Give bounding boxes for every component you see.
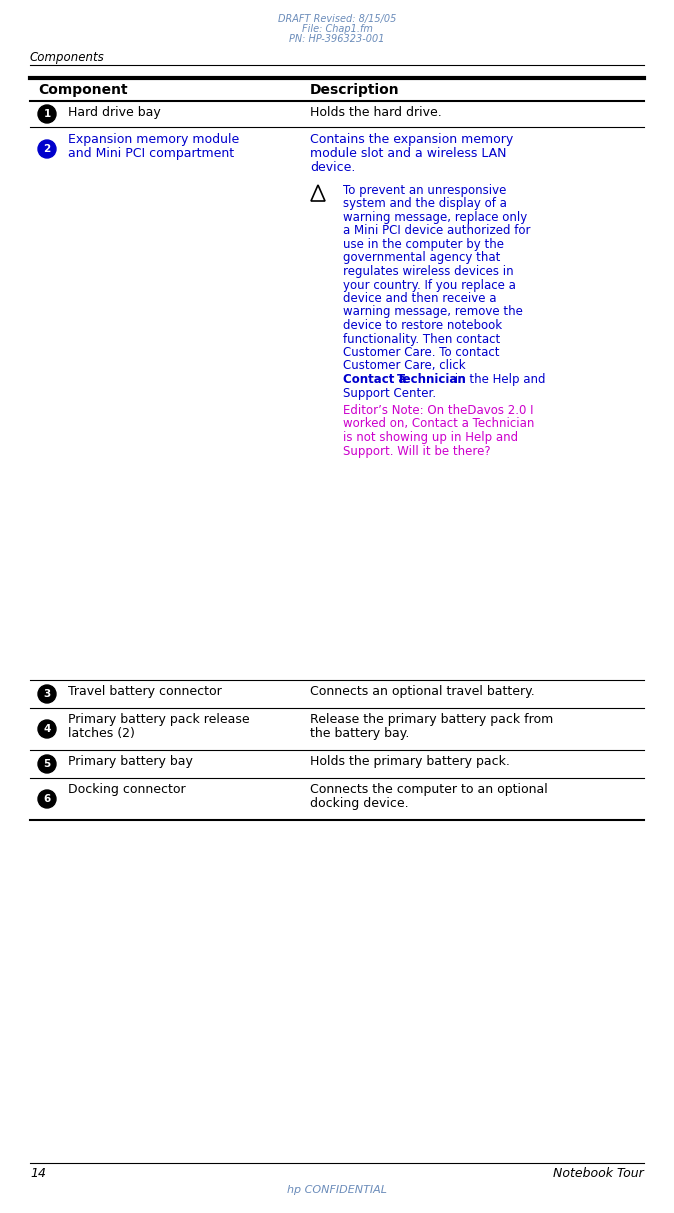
Text: Editor’s Note: On theDavos 2.0 I: Editor’s Note: On theDavos 2.0 I xyxy=(343,404,534,417)
Text: your country. If you replace a: your country. If you replace a xyxy=(343,279,516,291)
Text: device to restore notebook: device to restore notebook xyxy=(343,319,502,332)
Text: device.: device. xyxy=(310,161,355,173)
Text: Support. Will it be there?: Support. Will it be there? xyxy=(343,444,491,457)
Text: governmental agency that: governmental agency that xyxy=(343,251,500,264)
Text: system and the display of a: system and the display of a xyxy=(343,198,507,211)
Text: Contains the expansion memory: Contains the expansion memory xyxy=(310,133,513,146)
Text: Technician: Technician xyxy=(397,374,467,386)
Text: latches (2): latches (2) xyxy=(68,727,135,740)
Text: regulates wireless devices in: regulates wireless devices in xyxy=(343,264,514,278)
Text: functionality. Then contact: functionality. Then contact xyxy=(343,332,500,346)
Circle shape xyxy=(38,721,56,738)
Text: To prevent an unresponsive: To prevent an unresponsive xyxy=(343,184,506,197)
Text: Expansion memory module: Expansion memory module xyxy=(68,133,239,146)
Text: Support Center.: Support Center. xyxy=(343,387,436,399)
Text: in the Help and: in the Help and xyxy=(451,374,545,386)
Text: PN: HP-396323-001: PN: HP-396323-001 xyxy=(289,34,385,44)
Text: Description: Description xyxy=(310,82,400,97)
Circle shape xyxy=(38,754,56,773)
Text: 3: 3 xyxy=(43,689,51,699)
Text: use in the computer by the: use in the computer by the xyxy=(343,238,504,251)
Text: device and then receive a: device and then receive a xyxy=(343,292,497,304)
Text: a Mini PCI device authorized for: a Mini PCI device authorized for xyxy=(343,224,530,238)
Text: Holds the primary battery pack.: Holds the primary battery pack. xyxy=(310,754,510,768)
Text: module slot and a wireless LAN: module slot and a wireless LAN xyxy=(310,147,506,160)
Circle shape xyxy=(38,106,56,123)
Text: 1: 1 xyxy=(43,109,51,119)
Text: Primary battery bay: Primary battery bay xyxy=(68,754,193,768)
Text: is not showing up in Help and: is not showing up in Help and xyxy=(343,431,518,444)
Text: 5: 5 xyxy=(43,759,51,769)
Text: Contact a: Contact a xyxy=(343,374,406,386)
Circle shape xyxy=(38,139,56,158)
Text: the battery bay.: the battery bay. xyxy=(310,727,409,740)
Text: Component: Component xyxy=(38,82,127,97)
Text: warning message, replace only: warning message, replace only xyxy=(343,211,527,224)
Text: Customer Care. To contact: Customer Care. To contact xyxy=(343,346,499,359)
Circle shape xyxy=(38,790,56,808)
Text: hp CONFIDENTIAL: hp CONFIDENTIAL xyxy=(287,1185,387,1195)
Text: and Mini PCI compartment: and Mini PCI compartment xyxy=(68,147,234,160)
Text: Notebook Tour: Notebook Tour xyxy=(553,1167,644,1180)
Text: File: Chap1.fm: File: Chap1.fm xyxy=(301,24,373,34)
Text: Travel battery connector: Travel battery connector xyxy=(68,685,222,697)
Text: Hard drive bay: Hard drive bay xyxy=(68,106,161,119)
Text: Customer Care, click: Customer Care, click xyxy=(343,359,469,372)
Text: docking device.: docking device. xyxy=(310,797,408,810)
Text: 4: 4 xyxy=(43,724,51,734)
Text: 14: 14 xyxy=(30,1167,46,1180)
Text: Connects the computer to an optional: Connects the computer to an optional xyxy=(310,784,548,796)
Text: 6: 6 xyxy=(43,795,51,804)
Text: worked on, Contact a Technician: worked on, Contact a Technician xyxy=(343,417,534,431)
Text: Connects an optional travel battery.: Connects an optional travel battery. xyxy=(310,685,534,697)
Circle shape xyxy=(38,685,56,704)
Text: Components: Components xyxy=(30,51,104,64)
Text: DRAFT Revised: 8/15/05: DRAFT Revised: 8/15/05 xyxy=(278,15,396,24)
Text: Docking connector: Docking connector xyxy=(68,784,185,796)
Text: 2: 2 xyxy=(43,144,51,154)
Text: Primary battery pack release: Primary battery pack release xyxy=(68,713,249,727)
Text: warning message, remove the: warning message, remove the xyxy=(343,306,523,319)
Text: Release the primary battery pack from: Release the primary battery pack from xyxy=(310,713,553,727)
Text: Holds the hard drive.: Holds the hard drive. xyxy=(310,106,441,119)
